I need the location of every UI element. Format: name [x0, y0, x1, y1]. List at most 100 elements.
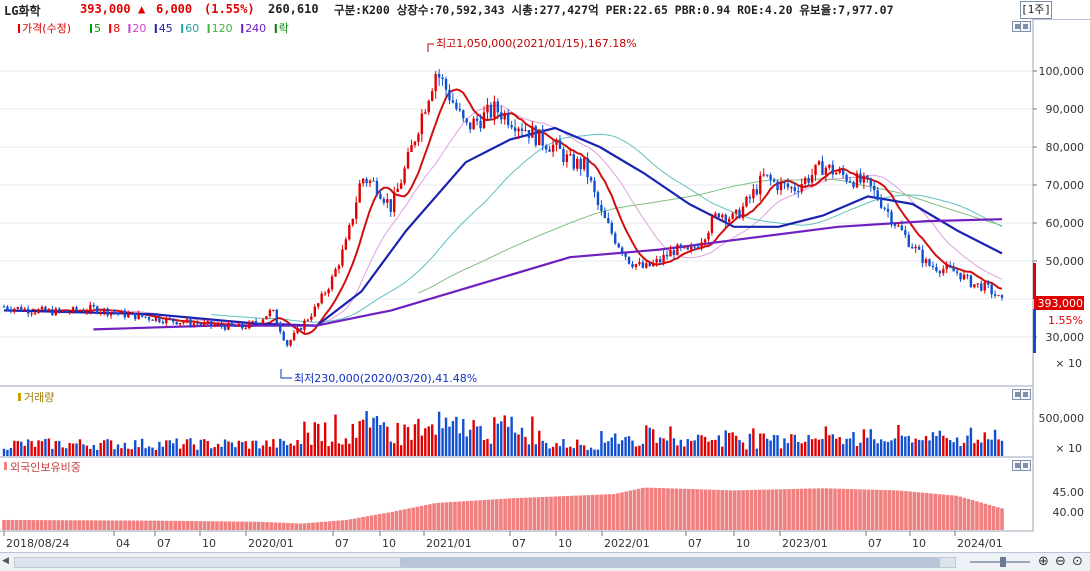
foreign-bar	[590, 494, 595, 530]
volume-bar	[6, 449, 9, 456]
candle-body	[85, 311, 89, 313]
candle-body	[517, 128, 520, 132]
zoom-slider-handle[interactable]	[1000, 557, 1006, 567]
scroll-left-icon[interactable]: ◀	[2, 556, 9, 566]
volume-bar	[548, 448, 551, 456]
candle-body	[154, 317, 158, 321]
foreign-panel-close-icon[interactable]	[1020, 460, 1031, 471]
volume-panel-close-icon[interactable]	[1020, 389, 1031, 400]
candle-body	[942, 269, 945, 274]
volume-bar	[986, 439, 990, 456]
stock-name[interactable]: LG화학	[4, 4, 41, 18]
volume-bar	[489, 443, 493, 456]
candle-body	[475, 118, 479, 121]
volume-bar	[645, 425, 648, 456]
zoom-in-icon[interactable]: ⊕	[1038, 554, 1049, 569]
candle-body	[192, 323, 196, 326]
candle-body	[759, 175, 762, 195]
foreign-bar	[820, 488, 825, 530]
foreign-bar	[89, 520, 94, 530]
foreign-bar	[828, 488, 833, 530]
volume-bar	[696, 434, 700, 456]
foreign-bar	[536, 497, 541, 530]
date-tick-label: 2018/08/24	[6, 537, 69, 550]
candle-body	[582, 158, 586, 170]
foreign-bar	[73, 520, 77, 530]
volume-bar	[638, 445, 641, 456]
foreign-bar	[390, 511, 395, 530]
candle-body	[924, 259, 928, 264]
volume-bar	[931, 432, 935, 456]
volume-bar	[510, 416, 513, 456]
candle-body	[938, 271, 942, 274]
candle-body	[313, 306, 316, 317]
foreign-bar	[716, 489, 720, 530]
candle-body	[403, 168, 406, 184]
candle-body	[351, 218, 354, 226]
candle-body	[524, 130, 527, 132]
foreign-bar	[35, 520, 40, 530]
foreign-bar	[603, 494, 608, 530]
legend-item: 20	[132, 22, 146, 35]
foreign-bar	[252, 521, 257, 530]
candle-body	[64, 310, 68, 313]
volume-bar	[859, 442, 862, 456]
volume-bar	[327, 446, 330, 456]
candle-body	[627, 256, 631, 264]
volume-bar	[482, 440, 486, 456]
candle-body	[203, 322, 206, 325]
volume-bar	[348, 443, 351, 456]
volume-bar	[406, 427, 410, 456]
scrollbar-track[interactable]	[14, 557, 956, 568]
zoom-out-icon[interactable]: ⊖	[1055, 554, 1066, 569]
change-arrow-icon: ▲	[138, 2, 146, 16]
svg-text:393,000: 393,000	[1038, 297, 1084, 310]
stock-chart[interactable]: 가격(수정) 5 8 20 45 60 120 240 락 최고1,050,000(2021/0…	[0, 19, 1090, 552]
foreign-bar	[490, 499, 495, 530]
foreign-bar	[670, 488, 674, 530]
volume-bar	[251, 440, 254, 456]
svg-text:최고1,050,000(2021/01/15),167.18: 최고1,050,000(2021/01/15),167.18%	[436, 37, 637, 50]
scrollbar-thumb[interactable]	[400, 558, 940, 567]
moving-average-lines	[3, 88, 1003, 336]
foreign-bar	[352, 518, 357, 530]
price-panel-close-icon[interactable]	[1020, 21, 1031, 32]
volume-bar	[448, 426, 451, 456]
volume-bar	[917, 439, 921, 456]
volume-bar	[99, 443, 102, 456]
candle-body	[427, 100, 430, 113]
zoom-slider[interactable]	[970, 557, 1030, 567]
candle-body	[327, 289, 330, 294]
foreign-bar	[528, 497, 532, 530]
volume-bar	[216, 443, 220, 456]
volume-bar	[1000, 440, 1004, 456]
price-multiplier: × 10	[1055, 357, 1082, 370]
volume-bar	[26, 439, 30, 456]
volume-bar	[296, 440, 299, 456]
candle-body	[244, 328, 247, 330]
foreign-bar	[231, 521, 236, 530]
foreign-bar	[394, 510, 399, 530]
foreign-bar	[244, 521, 248, 530]
volume-bar	[983, 432, 986, 456]
svg-text:최저230,000(2020/03/20),41.48%: 최저230,000(2020/03/20),41.48%	[294, 372, 477, 385]
volume-bar	[261, 445, 265, 456]
candle-body	[538, 129, 541, 146]
foreign-bar	[687, 488, 691, 530]
foreign-bar	[770, 489, 775, 530]
volume-bar	[496, 423, 500, 456]
legend-item: 가격(수정)	[22, 22, 71, 35]
period-button[interactable]: [1주]	[1020, 1, 1052, 19]
volume-bar	[779, 448, 783, 456]
volume-bar	[676, 445, 679, 456]
foreign-bar	[382, 513, 386, 530]
candle-body	[859, 173, 862, 183]
candle-body	[372, 180, 375, 182]
volume-bar	[672, 438, 676, 456]
candle-body	[206, 321, 209, 323]
volume-bar	[337, 443, 341, 456]
zoom-reset-icon[interactable]: ⊙	[1072, 554, 1083, 569]
candle-body	[555, 140, 558, 145]
volume-bar	[665, 440, 669, 456]
foreign-bar	[620, 492, 624, 530]
